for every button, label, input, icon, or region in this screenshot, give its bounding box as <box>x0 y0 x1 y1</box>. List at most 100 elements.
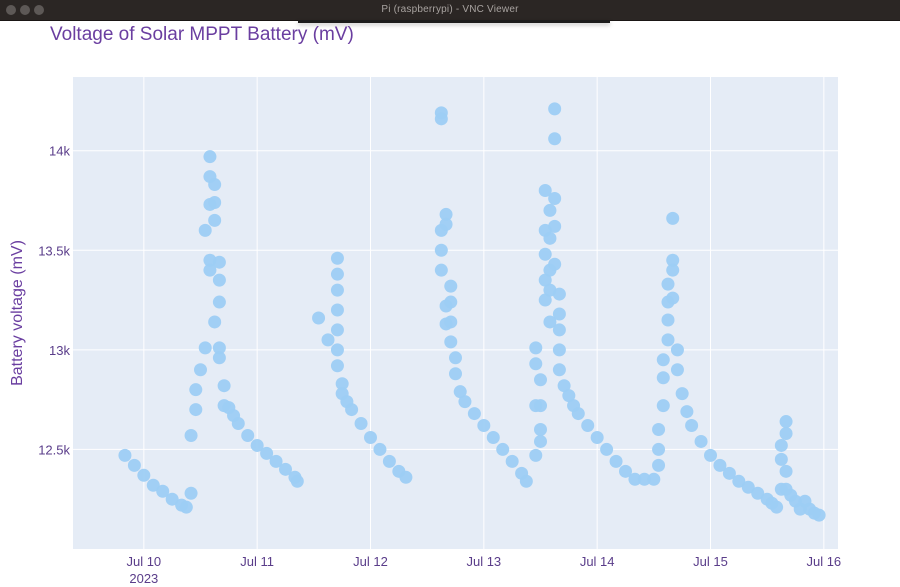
data-point <box>208 195 222 209</box>
data-point <box>444 279 458 293</box>
data-point <box>538 184 552 198</box>
data-point <box>552 287 566 301</box>
data-point <box>250 438 264 452</box>
data-point <box>217 379 231 393</box>
data-point <box>685 419 699 433</box>
x-tick-label: Jul 14 <box>580 554 615 569</box>
data-point <box>647 472 661 486</box>
data-point <box>661 313 675 327</box>
data-point <box>212 273 226 287</box>
data-point <box>557 379 571 393</box>
data-point <box>467 407 481 421</box>
data-point <box>628 472 642 486</box>
data-point <box>548 257 562 271</box>
data-point <box>290 474 304 488</box>
data-point <box>189 383 203 397</box>
data-point <box>184 428 198 442</box>
data-point <box>179 500 193 514</box>
data-point <box>670 363 684 377</box>
y-axis-title: Battery voltage (mV) <box>9 240 26 386</box>
data-point <box>666 253 680 267</box>
data-point <box>146 478 160 492</box>
data-point <box>330 283 344 297</box>
data-point <box>637 472 651 486</box>
data-point <box>661 277 675 291</box>
data-point <box>656 353 670 367</box>
data-point <box>666 291 680 305</box>
data-point <box>212 351 226 365</box>
data-point <box>444 315 458 329</box>
y-tick-label: 14k <box>49 144 70 159</box>
data-point <box>330 359 344 373</box>
data-point <box>670 343 684 357</box>
data-point <box>354 417 368 431</box>
data-point <box>529 357 543 371</box>
data-point <box>477 419 491 433</box>
data-point <box>543 231 557 245</box>
data-point <box>543 315 557 329</box>
data-point <box>680 405 694 419</box>
data-point <box>529 448 543 462</box>
data-point <box>439 217 453 231</box>
data-point <box>444 295 458 309</box>
data-point <box>203 263 217 277</box>
minimize-window-button[interactable] <box>20 5 30 15</box>
data-point <box>732 474 746 488</box>
data-point <box>694 434 708 448</box>
data-point <box>330 303 344 317</box>
close-window-button[interactable] <box>6 5 16 15</box>
data-point <box>538 247 552 261</box>
data-point <box>486 430 500 444</box>
data-point <box>449 367 462 381</box>
vnc-toolbar-handle[interactable] <box>298 20 610 23</box>
data-point <box>321 333 335 347</box>
data-point <box>548 102 562 116</box>
data-point <box>548 191 562 205</box>
x-tick-sublabel: 2023 <box>129 571 158 586</box>
data-point <box>345 403 359 417</box>
data-point <box>330 251 344 265</box>
data-point <box>269 454 283 468</box>
data-point <box>399 470 413 484</box>
data-point <box>212 295 226 309</box>
data-point <box>439 207 453 221</box>
data-point <box>704 448 717 462</box>
data-point <box>751 486 765 500</box>
data-point <box>590 430 604 444</box>
y-tick-label: 12.5k <box>38 442 70 457</box>
data-point <box>600 442 614 456</box>
data-point <box>194 363 207 377</box>
data-point <box>212 255 226 269</box>
x-tick-label: Jul 15 <box>693 554 728 569</box>
data-point <box>534 399 547 413</box>
data-point <box>312 311 326 325</box>
data-point <box>534 434 547 448</box>
data-point <box>779 426 793 440</box>
y-tick-label: 13k <box>49 343 70 358</box>
data-point <box>552 363 566 377</box>
data-point <box>137 468 151 482</box>
maximize-window-button[interactable] <box>34 5 44 15</box>
data-point <box>661 333 675 347</box>
data-point <box>666 263 680 277</box>
data-point <box>434 112 448 126</box>
data-point <box>373 442 387 456</box>
data-point <box>722 466 736 480</box>
data-point <box>529 341 543 355</box>
chart-title: Voltage of Solar MPPT Battery (mV) <box>50 24 354 45</box>
data-point <box>619 464 632 478</box>
data-point <box>184 486 198 500</box>
data-point <box>609 454 623 468</box>
data-point <box>571 407 585 421</box>
data-point <box>562 389 576 403</box>
data-point <box>189 403 203 417</box>
data-point <box>496 442 510 456</box>
data-point <box>444 335 458 349</box>
data-point <box>581 419 595 433</box>
data-point <box>534 373 547 387</box>
data-point <box>208 213 222 227</box>
data-point <box>335 377 349 391</box>
data-point <box>741 480 755 494</box>
data-point <box>779 464 793 478</box>
